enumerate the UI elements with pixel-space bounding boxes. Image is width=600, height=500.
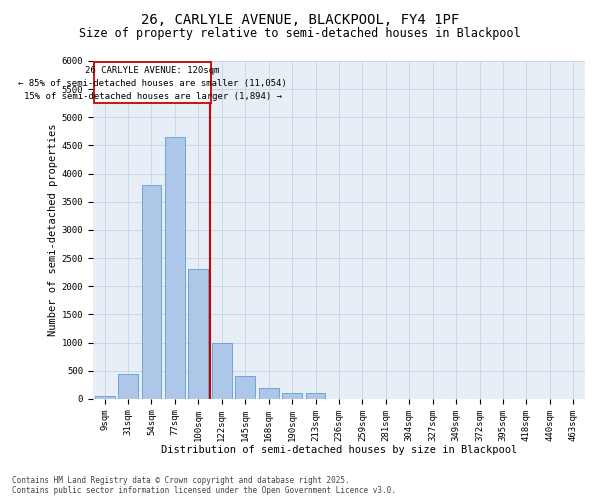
X-axis label: Distribution of semi-detached houses by size in Blackpool: Distribution of semi-detached houses by …: [161, 445, 517, 455]
Bar: [305, 393, 325, 399]
Bar: [165, 137, 185, 399]
Text: ← 85% of semi-detached houses are smaller (11,054): ← 85% of semi-detached houses are smalle…: [18, 79, 287, 88]
Text: Contains HM Land Registry data © Crown copyright and database right 2025.
Contai: Contains HM Land Registry data © Crown c…: [12, 476, 396, 495]
Text: 26, CARLYLE AVENUE, BLACKPOOL, FY4 1PF: 26, CARLYLE AVENUE, BLACKPOOL, FY4 1PF: [141, 12, 459, 26]
FancyBboxPatch shape: [94, 62, 211, 103]
Y-axis label: Number of semi-detached properties: Number of semi-detached properties: [47, 124, 58, 336]
Bar: [188, 270, 208, 399]
Text: 15% of semi-detached houses are larger (1,894) →: 15% of semi-detached houses are larger (…: [23, 92, 281, 101]
Bar: [142, 185, 161, 399]
Bar: [212, 342, 232, 399]
Bar: [95, 396, 115, 399]
Bar: [282, 393, 302, 399]
Bar: [118, 374, 138, 399]
Text: Size of property relative to semi-detached houses in Blackpool: Size of property relative to semi-detach…: [79, 28, 521, 40]
Bar: [259, 388, 278, 399]
Text: 26 CARLYLE AVENUE: 120sqm: 26 CARLYLE AVENUE: 120sqm: [85, 66, 220, 75]
Bar: [235, 376, 255, 399]
